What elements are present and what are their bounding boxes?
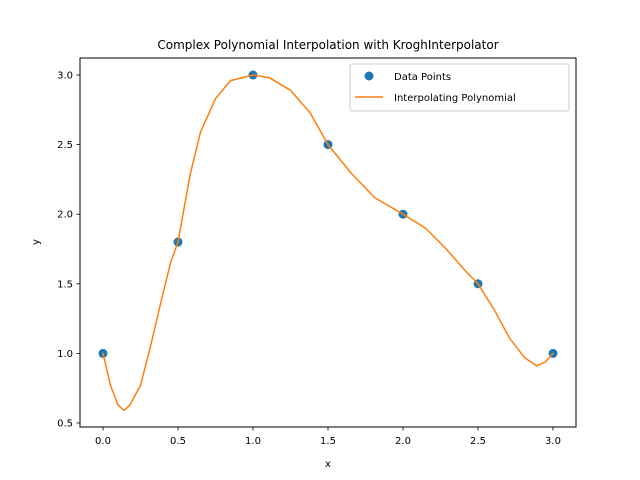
legend-frame <box>349 63 570 112</box>
y-tick-label: 0.5 <box>57 419 73 430</box>
y-tick-label: 1.0 <box>57 349 73 360</box>
legend-label-polynomial: Interpolating Polynomial <box>394 93 516 104</box>
legend-label-data-points: Data Points <box>394 72 451 83</box>
interpolating-polynomial-line <box>102 74 554 412</box>
legend: Data Points Interpolating Polynomial <box>349 63 570 112</box>
y-axis: 0.5 1.0 1.5 2.0 2.5 3.0 <box>57 71 80 430</box>
plot-area <box>98 70 558 412</box>
y-tick-label: 2.0 <box>57 210 73 221</box>
chart-title: Complex Polynomial Interpolation with Kr… <box>157 38 498 52</box>
legend-marker-dot-icon <box>364 71 374 81</box>
x-axis: 0.0 0.5 1.0 1.5 2.0 2.5 3.0 <box>95 427 561 447</box>
y-tick-label: 1.5 <box>57 279 73 290</box>
x-tick-label: 0.5 <box>170 436 186 447</box>
y-tick-label: 2.5 <box>57 140 73 151</box>
x-tick-label: 2.5 <box>470 436 486 447</box>
x-tick-label: 1.0 <box>245 436 261 447</box>
x-tick-label: 0.0 <box>95 436 111 447</box>
x-tick-label: 2.0 <box>395 436 411 447</box>
y-axis-label: y <box>31 239 42 245</box>
x-axis-label: x <box>325 459 331 470</box>
y-tick-label: 3.0 <box>57 71 73 82</box>
x-tick-label: 3.0 <box>545 436 561 447</box>
x-tick-label: 1.5 <box>320 436 336 447</box>
